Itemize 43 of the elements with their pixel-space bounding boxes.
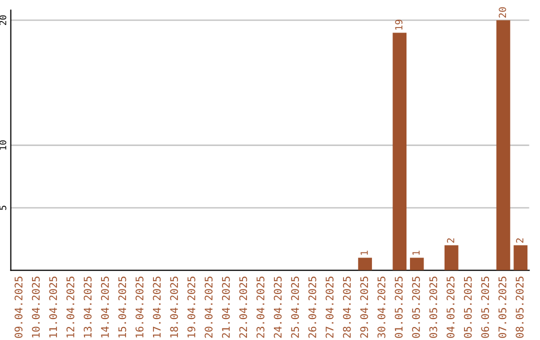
x-tick-label: 12.04.2025 — [66, 276, 74, 338]
x-tick-label: 24.04.2025 — [274, 276, 282, 338]
data-label: 20 — [498, 7, 506, 18]
data-label: 2 — [516, 238, 524, 243]
x-tick-label: 21.04.2025 — [222, 276, 230, 338]
x-tick-label: 18.04.2025 — [170, 276, 178, 338]
x-tick-label: 19.04.2025 — [187, 276, 196, 338]
x-tick-label: 27.04.2025 — [326, 276, 334, 338]
y-tick-label: 5 — [0, 206, 6, 210]
x-tick-label: 10.04.2025 — [32, 276, 40, 338]
x-tick-label: 28.04.2025 — [342, 276, 351, 338]
x-tick-label: 26.04.2025 — [308, 276, 316, 338]
bar — [514, 245, 528, 270]
x-tick-label: 17.04.2025 — [152, 276, 161, 338]
x-tick-label: 04.05.2025 — [446, 276, 454, 338]
x-tick-label: 08.05.2025 — [516, 276, 524, 338]
x-tick-label: 11.04.2025 — [49, 276, 58, 338]
x-tick-label: 05.05.2025 — [464, 276, 472, 338]
data-label: 1 — [360, 250, 368, 255]
x-tick-label: 14.04.2025 — [101, 276, 109, 338]
bar — [496, 20, 510, 270]
x-tick-label: 03.05.2025 — [429, 276, 438, 338]
data-label: 19 — [395, 20, 402, 30]
x-tick-label: 20.04.2025 — [204, 276, 213, 338]
x-tick-label: 23.04.2025 — [256, 276, 264, 338]
bar — [358, 258, 372, 270]
bar — [410, 258, 424, 270]
bar — [392, 32, 407, 270]
x-tick-label: 09.04.2025 — [14, 276, 22, 338]
x-tick-label: 07.05.2025 — [498, 276, 506, 338]
x-tick-label: 16.04.2025 — [136, 276, 144, 338]
data-label: 2 — [446, 238, 454, 243]
x-tick-label: 22.04.2025 — [239, 276, 248, 338]
x-tick-label: 29.04.2025 — [360, 276, 368, 338]
x-tick-label: 13.04.2025 — [84, 276, 92, 338]
x-tick-label: 25.04.2025 — [291, 276, 299, 338]
x-tick-label: 01.05.2025 — [394, 276, 403, 338]
x-tick-label: 15.04.2025 — [118, 276, 126, 338]
x-tick-label: 30.04.2025 — [377, 276, 386, 338]
x-tick-label: 06.05.2025 — [481, 276, 490, 338]
x-tick-label: 02.05.2025 — [412, 276, 420, 338]
bar — [444, 245, 458, 270]
data-label: 1 — [412, 250, 420, 255]
